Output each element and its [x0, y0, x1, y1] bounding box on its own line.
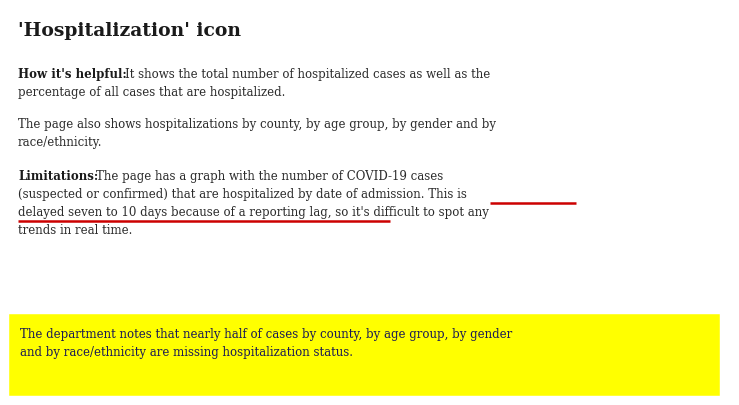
Text: trends in real time.: trends in real time.	[18, 224, 132, 237]
Text: The department notes that nearly half of cases by county, by age group, by gende: The department notes that nearly half of…	[20, 327, 512, 340]
Text: 'Hospitalization' icon: 'Hospitalization' icon	[18, 22, 241, 40]
Bar	[12, 317, 717, 393]
Text: The page also shows hospitalizations by county, by age group, by gender and by: The page also shows hospitalizations by …	[18, 118, 496, 131]
Text: race/ethnicity.: race/ethnicity.	[18, 136, 103, 149]
Text: (suspected or confirmed) that are hospitalized by date of admission. This is: (suspected or confirmed) that are hospit…	[18, 188, 467, 200]
Text: The page has a graph with the number of COVID-19 cases: The page has a graph with the number of …	[96, 170, 443, 183]
Text: and by race/ethnicity are missing hospitalization status.: and by race/ethnicity are missing hospit…	[20, 345, 353, 358]
Text: percentage of all cases that are hospitalized.: percentage of all cases that are hospita…	[18, 86, 285, 99]
Text: It shows the total number of hospitalized cases as well as the: It shows the total number of hospitalize…	[125, 68, 490, 81]
Text: Limitations:: Limitations:	[18, 170, 98, 183]
Text: delayed seven to 10 days because of a reporting lag, so it's difficult to spot a: delayed seven to 10 days because of a re…	[18, 205, 489, 218]
Text: How it's helpful:: How it's helpful:	[18, 68, 127, 81]
